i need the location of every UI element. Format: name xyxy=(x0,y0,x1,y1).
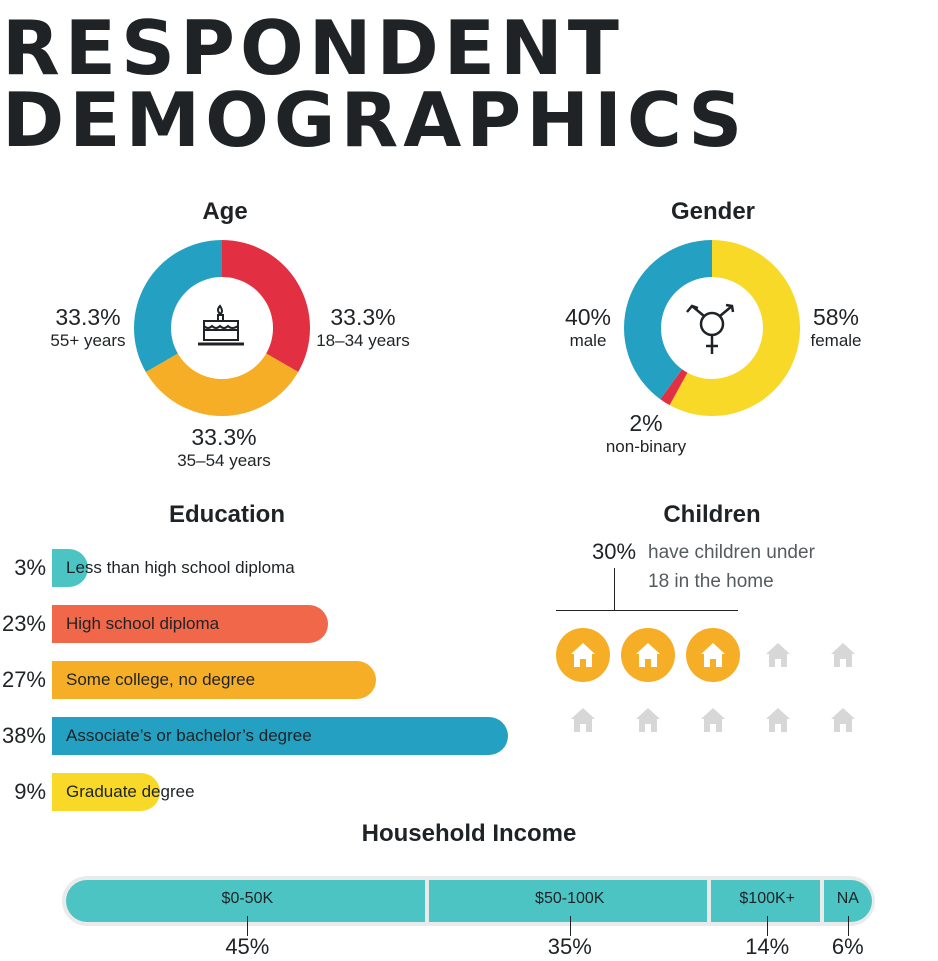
education-bar xyxy=(52,605,328,643)
income-segment-label: NA xyxy=(836,890,859,907)
education-label: Associate’s or bachelor’s degree xyxy=(66,726,312,745)
income-segment xyxy=(428,880,707,922)
age-pct-35-54: 33.3% xyxy=(191,424,257,450)
children-title: Children xyxy=(663,501,761,528)
income-segment-label: $100K+ xyxy=(739,890,796,907)
gender-desc-male: male xyxy=(569,331,607,350)
gender-slice-1 xyxy=(660,369,688,406)
age-desc-18-34: 18–34 years xyxy=(316,331,410,350)
gender-slice-0 xyxy=(669,240,800,416)
age-label-35-54: 33.3% 35–54 years xyxy=(172,424,276,472)
age-donut-chart xyxy=(134,240,310,416)
house-icon xyxy=(556,693,610,747)
gender-pct-male: 40% xyxy=(564,304,612,330)
education-pct: 27% xyxy=(1,667,46,692)
children-pct: 30% xyxy=(592,539,637,564)
income-pct: 6% xyxy=(831,934,864,959)
education-label: Less than high school diploma xyxy=(66,558,295,577)
gender-label-female: 58% female xyxy=(796,304,876,352)
gender-slice-2 xyxy=(624,240,712,400)
house-icon xyxy=(751,628,805,682)
page-title: RESPONDENT DEMOGRAPHICS xyxy=(2,11,747,158)
education-title: Education xyxy=(168,501,285,528)
house-icon xyxy=(751,693,805,747)
gender-donut-chart xyxy=(624,240,800,416)
title-line-2: DEMOGRAPHICS xyxy=(2,76,748,164)
income-pct: 14% xyxy=(745,934,790,959)
education-label: Graduate degree xyxy=(66,782,195,801)
income-title: Household Income xyxy=(361,820,577,847)
children-callout-line xyxy=(614,568,615,610)
income-segment-label: $0-50K xyxy=(221,890,274,907)
gender-label-male: 40% male xyxy=(556,304,620,352)
gender-title: Gender xyxy=(670,198,756,225)
income-segment-label: $50-100K xyxy=(535,890,605,907)
house-icon xyxy=(816,693,870,747)
birthday-cake-icon xyxy=(198,304,244,346)
education-pct: 38% xyxy=(1,723,46,748)
income-pct: 35% xyxy=(547,934,592,959)
house-icon xyxy=(621,628,675,682)
gender-desc-female: female xyxy=(810,331,862,350)
title-line-1: RESPONDENT xyxy=(2,4,624,92)
age-label-18-34: 33.3% 18–34 years xyxy=(308,304,418,352)
age-label-55-plus: 33.3% 55+ years xyxy=(40,304,136,352)
education-bar xyxy=(52,717,508,755)
house-icon xyxy=(686,628,740,682)
gender-desc-non-binary: non-binary xyxy=(605,437,687,456)
transgender-symbol-icon xyxy=(686,303,735,354)
gender-pct-non-binary: 2% xyxy=(629,410,663,436)
income-segment xyxy=(66,880,425,922)
income-segment xyxy=(710,880,820,922)
income-tick xyxy=(570,916,571,936)
house-icon xyxy=(686,693,740,747)
income-pct: 45% xyxy=(225,934,270,959)
education-pct: 23% xyxy=(1,611,46,636)
income-tick xyxy=(767,916,768,936)
income-segment xyxy=(823,880,872,922)
age-desc-55-plus: 55+ years xyxy=(50,331,126,350)
age-desc-35-54: 35–54 years xyxy=(177,451,271,470)
children-text-line-2: 18 in the home xyxy=(648,571,774,592)
education-label: High school diploma xyxy=(66,614,220,633)
age-slice-0 xyxy=(222,240,310,372)
age-title: Age xyxy=(202,198,248,225)
income-tick xyxy=(247,916,248,936)
children-text-line-1: have children under xyxy=(648,542,815,563)
education-pct: 3% xyxy=(14,555,46,580)
age-slice-1 xyxy=(145,353,299,416)
education-pct: 9% xyxy=(14,779,46,804)
children-callout-base xyxy=(556,610,738,611)
income-tick xyxy=(848,916,849,936)
education-bar xyxy=(52,773,160,811)
gender-label-non-binary: 2% non-binary xyxy=(596,410,696,458)
age-pct-55-plus: 33.3% xyxy=(55,304,121,330)
house-icon xyxy=(556,628,610,682)
education-bar xyxy=(52,661,376,699)
age-slice-2 xyxy=(134,240,222,372)
house-icon xyxy=(816,628,870,682)
house-icon xyxy=(621,693,675,747)
education-bar xyxy=(52,549,88,587)
gender-pct-female: 58% xyxy=(812,304,860,330)
age-pct-18-34: 33.3% xyxy=(330,304,396,330)
education-label: Some college, no degree xyxy=(66,670,256,689)
